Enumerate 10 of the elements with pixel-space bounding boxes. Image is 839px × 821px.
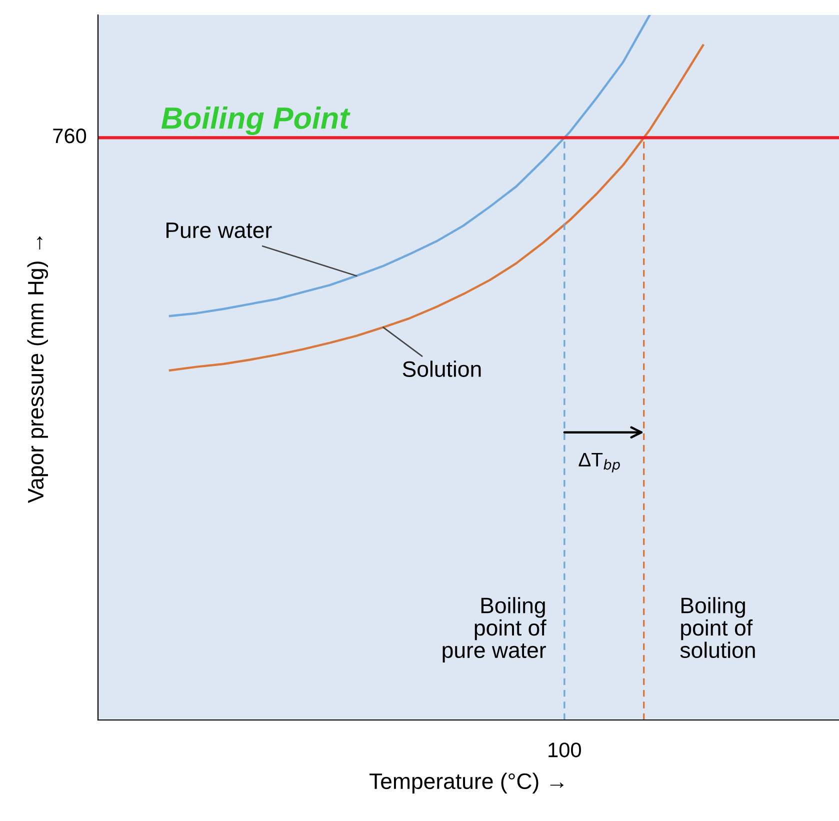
x-axis-title: Temperature (°C) → <box>369 772 564 794</box>
annotation: Boiling Point <box>161 106 350 135</box>
text: 100 <box>548 742 581 758</box>
annotation: ΔT$_{bp}$ <box>578 452 620 472</box>
y-axis-title: Vapor pressure (mm Hg) → <box>27 236 48 504</box>
text: 760 <box>53 128 86 144</box>
annotation: Boiling point of pure water <box>442 597 546 662</box>
annotation: Boiling point of solution <box>680 597 755 658</box>
series-label: Solution <box>402 360 481 377</box>
text: Pure water <box>166 222 272 238</box>
